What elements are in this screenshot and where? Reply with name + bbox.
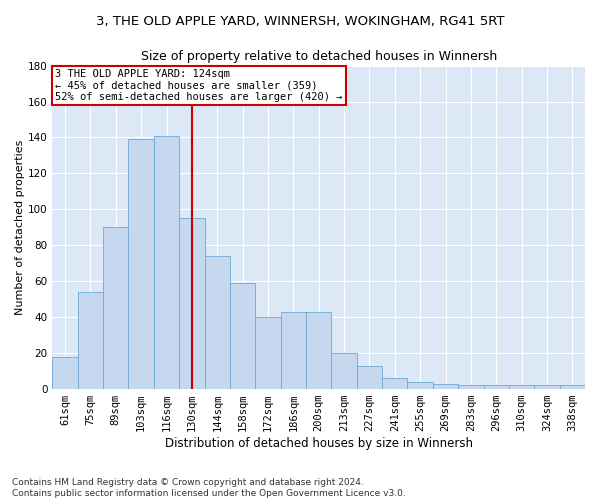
Text: 3, THE OLD APPLE YARD, WINNERSH, WOKINGHAM, RG41 5RT: 3, THE OLD APPLE YARD, WINNERSH, WOKINGH… bbox=[96, 15, 504, 28]
Title: Size of property relative to detached houses in Winnersh: Size of property relative to detached ho… bbox=[140, 50, 497, 63]
Bar bbox=[534, 386, 560, 389]
Bar bbox=[484, 386, 509, 389]
Bar bbox=[154, 136, 179, 389]
Bar bbox=[560, 386, 585, 389]
Bar bbox=[52, 356, 78, 389]
Bar bbox=[281, 312, 306, 389]
Bar bbox=[382, 378, 407, 389]
Bar bbox=[306, 312, 331, 389]
Bar bbox=[78, 292, 103, 389]
X-axis label: Distribution of detached houses by size in Winnersh: Distribution of detached houses by size … bbox=[164, 437, 473, 450]
Bar bbox=[179, 218, 205, 389]
Bar bbox=[433, 384, 458, 389]
Text: 3 THE OLD APPLE YARD: 124sqm
← 45% of detached houses are smaller (359)
52% of s: 3 THE OLD APPLE YARD: 124sqm ← 45% of de… bbox=[55, 69, 343, 102]
Bar bbox=[205, 256, 230, 389]
Bar bbox=[407, 382, 433, 389]
Bar bbox=[357, 366, 382, 389]
Bar bbox=[331, 353, 357, 389]
Bar bbox=[230, 283, 255, 389]
Y-axis label: Number of detached properties: Number of detached properties bbox=[15, 140, 25, 315]
Bar bbox=[255, 317, 281, 389]
Bar bbox=[509, 386, 534, 389]
Bar bbox=[103, 228, 128, 389]
Bar bbox=[128, 139, 154, 389]
Text: Contains HM Land Registry data © Crown copyright and database right 2024.
Contai: Contains HM Land Registry data © Crown c… bbox=[12, 478, 406, 498]
Bar bbox=[458, 386, 484, 389]
